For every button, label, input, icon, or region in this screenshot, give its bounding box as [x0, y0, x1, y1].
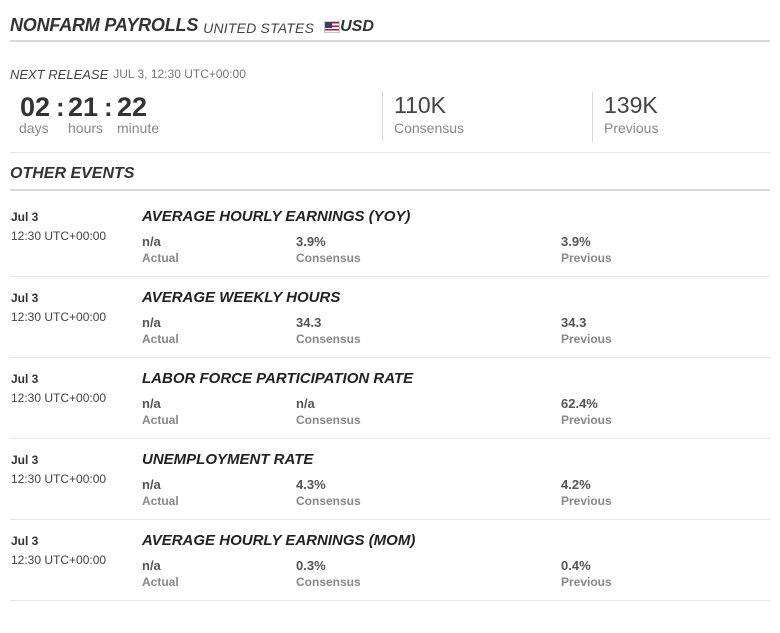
- previous-value: 34.3: [561, 315, 587, 330]
- previous-value: 139K: [604, 92, 658, 118]
- country-name: UNITED STATES: [203, 20, 315, 36]
- actual-value: n/a: [142, 315, 161, 330]
- previous-value: 4.2%: [561, 477, 591, 492]
- event-time: 12:30 UTC+00:00: [11, 472, 107, 486]
- previous-value: 3.9%: [561, 234, 591, 249]
- currency-code: USD: [340, 18, 374, 35]
- countdown-minutes: 22: [117, 92, 148, 122]
- event-row[interactable]: Jul 3 12:30 UTC+00:00 AVERAGE WEEKLY HOU…: [10, 277, 770, 358]
- consensus-value: 110K: [394, 92, 447, 118]
- countdown-minutes-label: minute: [117, 120, 160, 136]
- actual-label: Actual: [142, 575, 179, 589]
- countdown-separator: :: [56, 92, 65, 122]
- other-events-heading: OTHER EVENTS: [10, 165, 770, 191]
- consensus-label: Consensus: [394, 120, 465, 136]
- event-time: 12:30 UTC+00:00: [11, 229, 107, 243]
- consensus-label: Consensus: [296, 413, 361, 427]
- consensus-label: Consensus: [296, 494, 361, 508]
- event-row[interactable]: Jul 3 12:30 UTC+00:00 LABOR FORCE PARTIC…: [10, 358, 770, 439]
- previous-stat: 139K Previous: [592, 92, 770, 142]
- countdown-separator: :: [104, 92, 113, 122]
- next-release-label: NEXT RELEASE: [10, 66, 109, 82]
- event-time: 12:30 UTC+00:00: [11, 553, 107, 567]
- event-row[interactable]: Jul 3 12:30 UTC+00:00 AVERAGE HOURLY EAR…: [10, 520, 770, 601]
- economic-calendar-widget: NONFARM PAYROLLS UNITED STATES USD NEXT …: [10, 0, 770, 601]
- event-time: 12:30 UTC+00:00: [11, 310, 107, 324]
- actual-value: n/a: [142, 477, 161, 492]
- event-date: Jul 3: [11, 210, 39, 224]
- actual-label: Actual: [142, 332, 179, 346]
- consensus-value: 34.3: [296, 315, 322, 330]
- event-date: Jul 3: [11, 534, 39, 548]
- event-row[interactable]: Jul 3 12:30 UTC+00:00 UNEMPLOYMENT RATE …: [10, 439, 770, 520]
- actual-value: n/a: [142, 234, 161, 249]
- actual-label: Actual: [142, 494, 179, 508]
- countdown-days: 02: [20, 92, 51, 122]
- actual-value: n/a: [142, 558, 161, 573]
- previous-label: Previous: [561, 413, 612, 427]
- countdown-hours: 21: [68, 92, 99, 122]
- event-date: Jul 3: [11, 291, 39, 305]
- previous-value: 0.4%: [561, 558, 591, 573]
- previous-label: Previous: [561, 575, 612, 589]
- consensus-value: 0.3%: [296, 558, 326, 573]
- event-header: NONFARM PAYROLLS UNITED STATES USD: [10, 0, 770, 42]
- consensus-label: Consensus: [296, 332, 361, 346]
- previous-label: Previous: [604, 120, 659, 136]
- actual-label: Actual: [142, 413, 179, 427]
- event-row[interactable]: Jul 3 12:30 UTC+00:00 AVERAGE HOURLY EAR…: [10, 196, 770, 277]
- previous-label: Previous: [561, 494, 612, 508]
- countdown-hours-label: hours: [68, 120, 104, 136]
- consensus-stat: 110K Consensus: [382, 92, 592, 142]
- event-time: 12:30 UTC+00:00: [11, 391, 107, 405]
- previous-value: 62.4%: [561, 396, 598, 411]
- countdown-timer: 02 : 21 : 22 days hours minute: [10, 92, 382, 152]
- actual-value: n/a: [142, 396, 161, 411]
- next-release-datetime: JUL 3, 12:30 UTC+00:00: [113, 67, 246, 81]
- previous-label: Previous: [561, 251, 612, 265]
- event-date: Jul 3: [11, 372, 39, 386]
- next-release: NEXT RELEASE JUL 3, 12:30 UTC+00:00: [10, 66, 770, 82]
- event-title[interactable]: LABOR FORCE PARTICIPATION RATE: [142, 370, 414, 387]
- event-title[interactable]: AVERAGE WEEKLY HOURS: [142, 289, 341, 306]
- event-title[interactable]: UNEMPLOYMENT RATE: [142, 451, 314, 468]
- consensus-value: 3.9%: [296, 234, 326, 249]
- us-flag-icon: [324, 21, 341, 33]
- previous-label: Previous: [561, 332, 612, 346]
- release-summary: 02 : 21 : 22 days hours minute 110K Cons…: [10, 92, 770, 153]
- event-title: NONFARM PAYROLLS: [10, 15, 199, 35]
- countdown-days-label: days: [19, 120, 49, 136]
- event-title[interactable]: AVERAGE HOURLY EARNINGS (MOM): [142, 532, 416, 549]
- other-events-list: Jul 3 12:30 UTC+00:00 AVERAGE HOURLY EAR…: [10, 196, 770, 601]
- event-title[interactable]: AVERAGE HOURLY EARNINGS (YOY): [142, 208, 411, 225]
- consensus-value: 4.3%: [296, 477, 326, 492]
- actual-label: Actual: [142, 251, 179, 265]
- consensus-value: n/a: [296, 396, 315, 411]
- consensus-label: Consensus: [296, 251, 361, 265]
- consensus-label: Consensus: [296, 575, 361, 589]
- event-date: Jul 3: [11, 453, 39, 467]
